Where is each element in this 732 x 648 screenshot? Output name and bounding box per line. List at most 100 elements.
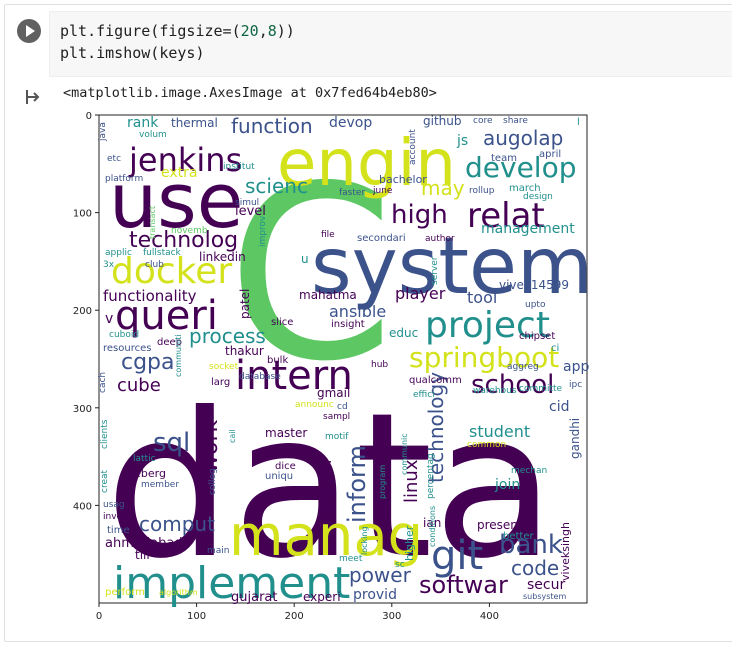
- word-bulk: bulk: [267, 355, 288, 366]
- word-java: java: [98, 122, 108, 142]
- word-committe: committe: [519, 384, 563, 394]
- word-project: project: [425, 305, 550, 346]
- word-technology: technology: [424, 372, 448, 483]
- word-gujarat: gujarat: [231, 590, 277, 605]
- word-larg: larg: [211, 377, 230, 388]
- word-server: server: [430, 256, 440, 285]
- word-experi: experi: [303, 590, 341, 604]
- word-aggreg: aggreg: [507, 362, 539, 372]
- word-system: system: [311, 222, 593, 312]
- word-communiti: communiti: [174, 334, 183, 377]
- word-lattic: lattic: [133, 454, 156, 464]
- word-ian: ian: [423, 516, 441, 530]
- word-inform: inform: [343, 445, 371, 523]
- word-bachelor: bachelor: [379, 173, 427, 186]
- word-bank: bank: [499, 530, 563, 560]
- word-mechan: mechan: [511, 466, 547, 476]
- word-iceberg: iceberg: [125, 467, 166, 480]
- y-tick-label: 100: [73, 209, 92, 220]
- word-account: account: [408, 129, 418, 165]
- code-line-1: plt.figure(figsize=(20,8)): [60, 22, 295, 40]
- word-git: git: [431, 533, 483, 579]
- word-engin: engin: [277, 127, 456, 201]
- word-github: github: [423, 114, 461, 128]
- word-socket: socket: [209, 362, 239, 372]
- word-cuboid: cuboid: [109, 330, 139, 340]
- word-intern: intern: [235, 353, 353, 399]
- word-app: app: [563, 359, 589, 375]
- word-l: l: [577, 117, 580, 128]
- word-ansible: ansible: [329, 302, 386, 321]
- word-softwar: softwar: [419, 571, 508, 599]
- y-tick-label: 300: [73, 404, 92, 415]
- play-icon[interactable]: [17, 19, 41, 43]
- word-program: program: [378, 465, 387, 499]
- word-docker: docker: [111, 251, 232, 292]
- word-club: club: [145, 260, 164, 270]
- word-file: file: [321, 230, 335, 240]
- word-institut: institut: [223, 162, 255, 172]
- word-creat: creat: [100, 469, 110, 493]
- word-cach: cach: [98, 372, 108, 393]
- word-involv: involv: [103, 512, 131, 522]
- word-high: high: [391, 200, 448, 230]
- word-patel: patel: [238, 289, 252, 319]
- word-js: js: [456, 133, 468, 149]
- word-functionality: functionality: [103, 287, 197, 305]
- axes: 0 100 200 300 400 0 100 200 300 400: [73, 111, 588, 622]
- word-u: u: [301, 252, 309, 266]
- word-extra: extra: [161, 165, 197, 181]
- word-transact: transact: [148, 206, 157, 239]
- word-motif: motif: [325, 432, 349, 442]
- word-linux: linux: [401, 459, 422, 503]
- word-slice: slice: [271, 317, 293, 328]
- word-provid: provid: [353, 587, 397, 603]
- word-secondari: secondari: [357, 233, 406, 244]
- word-conditions: conditions: [428, 506, 437, 547]
- word-may: may: [421, 176, 465, 200]
- word-hub: hub: [371, 360, 388, 370]
- y-tick-label: 200: [73, 306, 92, 317]
- x-tick-label: 200: [285, 611, 304, 622]
- output-arrow-icon[interactable]: [23, 87, 43, 107]
- word-player: player: [395, 284, 446, 303]
- word-school: school: [471, 370, 554, 400]
- word-thermal: thermal: [171, 116, 218, 130]
- word-rollup: rollup: [469, 186, 495, 196]
- word-june: june: [372, 186, 393, 196]
- word-colleg: colleg: [208, 468, 218, 495]
- word-common: common: [467, 440, 506, 450]
- word-scienc: scienc: [245, 174, 308, 198]
- word-sql: sql: [153, 428, 190, 458]
- word-sampl: sampl: [323, 412, 350, 422]
- word-clients: clients: [100, 419, 110, 449]
- notebook-cell: plt.figure(figsize=(20,8)) plt.imshow(ke…: [4, 4, 732, 642]
- word-v: v: [105, 311, 113, 327]
- word-announc: announc: [295, 400, 334, 410]
- word-augolap: augolap: [483, 126, 563, 150]
- word-volum: volum: [139, 130, 167, 140]
- word-subsystem: subsystem: [523, 592, 566, 601]
- word-applic: applic: [105, 248, 132, 258]
- word-technolog: technolog: [129, 228, 238, 253]
- word-better: better: [503, 531, 534, 542]
- word-upto: upto: [525, 300, 546, 310]
- word-queri: queri: [115, 293, 218, 339]
- word-work: work: [198, 420, 223, 473]
- word-power: power: [349, 563, 412, 587]
- word-angular: angular: [317, 457, 335, 515]
- word-improv: improv: [258, 215, 268, 247]
- code-editor[interactable]: plt.figure(figsize=(20,8)) plt.imshow(ke…: [49, 11, 732, 77]
- word-fullstack: fullstack: [143, 248, 182, 258]
- word-gandhi: gandhi: [568, 418, 582, 459]
- word-vivek14599: vivek14599: [499, 278, 569, 292]
- word-communic: communic: [400, 433, 409, 475]
- word-insight: insight: [331, 319, 365, 330]
- word-viveksingh: viveksingh: [559, 522, 572, 581]
- word-warehous: warehous: [473, 386, 517, 396]
- word-cail: cail: [228, 429, 237, 443]
- word-educ: educ: [389, 326, 418, 340]
- code-text: plt.figure(figsize=(: [60, 22, 241, 40]
- word-cid: cid: [549, 399, 569, 415]
